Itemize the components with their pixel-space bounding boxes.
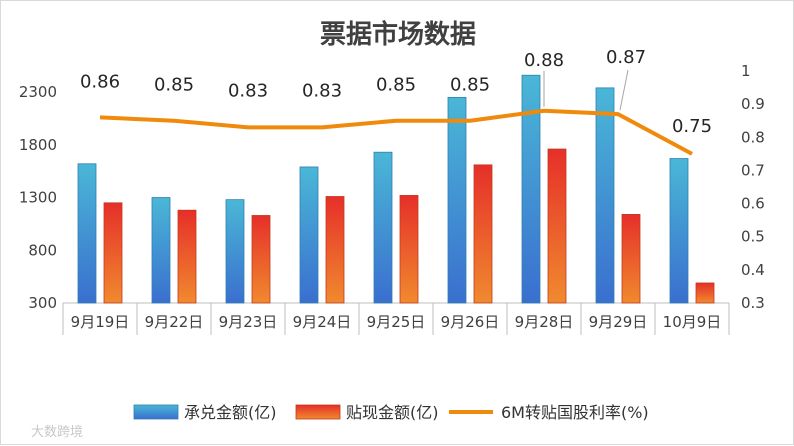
rate-data-label: 0.85	[450, 75, 490, 96]
rate-data-label: 0.75	[672, 116, 712, 137]
rate-data-label: 0.83	[302, 80, 342, 101]
y-left-tick-label: 1800	[19, 136, 57, 154]
x-tick-label: 9月24日	[293, 313, 352, 331]
bar-acceptance	[300, 167, 318, 303]
y-right-tick-label: 1	[741, 62, 751, 80]
bar-acceptance	[374, 152, 392, 303]
bar-acceptance	[152, 198, 170, 303]
legend-label: 承兑金额(亿)	[184, 403, 277, 422]
x-tick-label: 9月26日	[441, 313, 500, 331]
rate-data-label: 0.86	[80, 71, 120, 92]
y-right-tick-label: 0.8	[741, 128, 765, 146]
legend-label: 6M转贴国股利率(%)	[501, 403, 649, 422]
y-right-tick-label: 0.6	[741, 195, 765, 213]
y-left-tick-label: 800	[28, 241, 57, 259]
bar-discount	[622, 214, 640, 303]
bar-discount	[548, 149, 566, 303]
y-left-tick-label: 300	[28, 294, 57, 312]
bar-acceptance	[78, 164, 96, 303]
y-right-tick-label: 0.5	[741, 228, 765, 246]
x-tick-label: 10月9日	[663, 313, 722, 331]
x-tick-label: 9月25日	[367, 313, 426, 331]
bar-acceptance	[226, 200, 244, 303]
bar-acceptance	[670, 159, 688, 303]
y-right-tick-label: 0.4	[741, 261, 765, 279]
rate-data-label: 0.83	[228, 80, 268, 101]
label-leader-line	[620, 70, 628, 110]
y-left-tick-label: 1300	[19, 189, 57, 207]
bar-discount	[178, 210, 196, 303]
y-right-tick-label: 0.3	[741, 294, 765, 312]
bar-discount	[696, 283, 714, 303]
y-left-tick-label: 2300	[19, 83, 57, 101]
x-tick-label: 9月23日	[219, 313, 278, 331]
rate-data-label: 0.87	[606, 47, 646, 68]
bar-acceptance	[448, 97, 466, 303]
legend-swatch	[296, 405, 340, 419]
bar-discount	[400, 195, 418, 303]
chart-title: 票据市场数据	[320, 19, 476, 50]
x-tick-label: 9月28日	[515, 313, 574, 331]
x-tick-label: 9月19日	[71, 313, 130, 331]
x-tick-label: 9月22日	[145, 313, 204, 331]
bar-discount	[474, 165, 492, 303]
y-right-tick-label: 0.7	[741, 161, 765, 179]
bar-discount	[252, 215, 270, 303]
bar-acceptance	[522, 75, 540, 303]
legend-swatch	[134, 405, 178, 419]
plot-area: 300 800 1300 1800 2300 0.3 0.4 0.5 0.6 0.7 0.8 0.9 1…	[19, 47, 765, 335]
legend-label: 贴现金额(亿)	[346, 403, 439, 422]
watermark: 大数跨境	[31, 425, 83, 440]
bar-discount	[326, 196, 344, 303]
rate-data-label: 0.88	[524, 50, 564, 71]
bar-discount	[104, 203, 122, 303]
y-right-tick-label: 0.9	[741, 95, 765, 113]
legend: 承兑金额(亿) 贴现金额(亿) 6M转贴国股利率(%)	[134, 403, 649, 422]
rate-data-label: 0.85	[376, 75, 416, 96]
x-tick-label: 9月29日	[589, 313, 648, 331]
rate-data-label: 0.85	[154, 75, 194, 96]
bar-acceptance	[596, 88, 614, 303]
